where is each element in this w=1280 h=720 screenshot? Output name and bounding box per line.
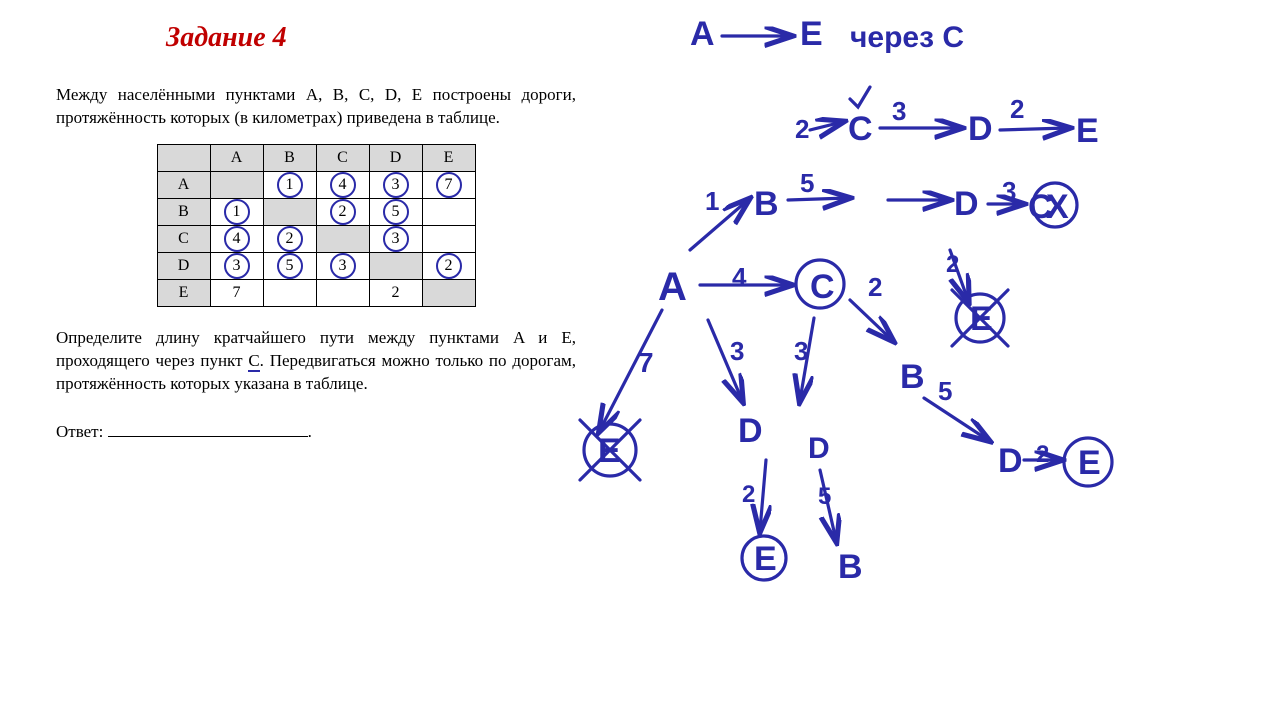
table-cell — [422, 198, 475, 225]
svg-text:X: X — [1046, 188, 1069, 226]
svg-text:3: 3 — [730, 336, 744, 366]
svg-text:3: 3 — [1002, 176, 1016, 206]
table-cell: 1 — [263, 171, 316, 198]
svg-text:5: 5 — [938, 376, 952, 406]
table-cell: 7 — [422, 171, 475, 198]
svg-text:C: C — [810, 268, 835, 306]
table-cell — [316, 225, 369, 252]
table-header — [157, 144, 210, 171]
svg-text:D: D — [954, 185, 979, 223]
svg-text:2: 2 — [1010, 94, 1024, 124]
svg-text:D: D — [808, 432, 830, 465]
table-cell: 3 — [210, 252, 263, 279]
answer-label: Ответ: — [56, 422, 103, 441]
table-header: A — [210, 144, 263, 171]
svg-text:2: 2 — [946, 251, 959, 278]
svg-text:1: 1 — [705, 186, 719, 216]
svg-text:E: E — [754, 540, 777, 578]
table-cell — [263, 279, 316, 306]
svg-text:B: B — [838, 548, 863, 586]
table-cell: 2 — [422, 252, 475, 279]
table-cell: 3 — [316, 252, 369, 279]
table-cell: 3 — [369, 171, 422, 198]
table-row-header: A — [157, 171, 210, 198]
svg-text:E: E — [598, 432, 621, 470]
table-header: B — [263, 144, 316, 171]
svg-text:2: 2 — [868, 272, 882, 302]
svg-text:A: A — [658, 265, 687, 309]
table-cell: 1 — [210, 198, 263, 225]
answer-blank — [108, 422, 308, 437]
table-cell: 2 — [263, 225, 316, 252]
table-cell — [422, 225, 475, 252]
svg-text:B: B — [900, 358, 925, 396]
problem-intro: Между населёнными пунктами A, B, C, D, E… — [56, 84, 576, 130]
svg-text:3: 3 — [794, 336, 808, 366]
table-cell: 7 — [210, 279, 263, 306]
table-cell: 4 — [210, 225, 263, 252]
answer-line: Ответ: . — [56, 422, 576, 442]
table-cell — [263, 198, 316, 225]
table-row-header: C — [157, 225, 210, 252]
svg-text:E: E — [970, 300, 993, 338]
table-cell — [210, 171, 263, 198]
svg-text:D: D — [968, 110, 993, 148]
table-cell — [422, 279, 475, 306]
table-cell: 2 — [316, 198, 369, 225]
problem-question: Определите длину кратчайшего пути между … — [56, 327, 576, 396]
table-cell: 4 — [316, 171, 369, 198]
svg-text:A: A — [690, 15, 715, 53]
handwritten-annotations: AEчерез C2C3D2EB5D3CX1A4C27E3D3B52ED2ED2… — [560, 0, 1280, 720]
svg-text:B: B — [754, 185, 779, 223]
distance-table: ABCDEA1437B125C423D3532E72 — [157, 144, 476, 307]
table-cell: 3 — [369, 225, 422, 252]
table-cell: 5 — [369, 198, 422, 225]
table-cell: 2 — [369, 279, 422, 306]
svg-text:E: E — [1078, 444, 1101, 482]
svg-text:2: 2 — [795, 114, 809, 144]
svg-text:5: 5 — [818, 483, 831, 510]
question-key-point: C — [248, 351, 259, 372]
svg-text:7: 7 — [638, 347, 654, 378]
svg-text:5: 5 — [800, 168, 814, 198]
svg-text:E: E — [1076, 112, 1099, 150]
table-row-header: D — [157, 252, 210, 279]
svg-text:через C: через C — [850, 21, 964, 54]
svg-text:D: D — [738, 412, 763, 450]
table-header: E — [422, 144, 475, 171]
svg-text:C: C — [848, 110, 873, 148]
svg-text:4: 4 — [732, 262, 747, 292]
svg-text:C: C — [1028, 188, 1053, 226]
table-cell — [369, 252, 422, 279]
table-header: D — [369, 144, 422, 171]
table-row-header: E — [157, 279, 210, 306]
svg-text:2: 2 — [1036, 441, 1049, 468]
task-title: Задание 4 — [166, 22, 576, 54]
svg-text:3: 3 — [892, 96, 906, 126]
svg-text:E: E — [800, 15, 823, 53]
table-header: C — [316, 144, 369, 171]
table-row-header: B — [157, 198, 210, 225]
table-cell — [316, 279, 369, 306]
svg-text:D: D — [998, 442, 1023, 480]
svg-text:2: 2 — [742, 481, 755, 508]
table-cell: 5 — [263, 252, 316, 279]
